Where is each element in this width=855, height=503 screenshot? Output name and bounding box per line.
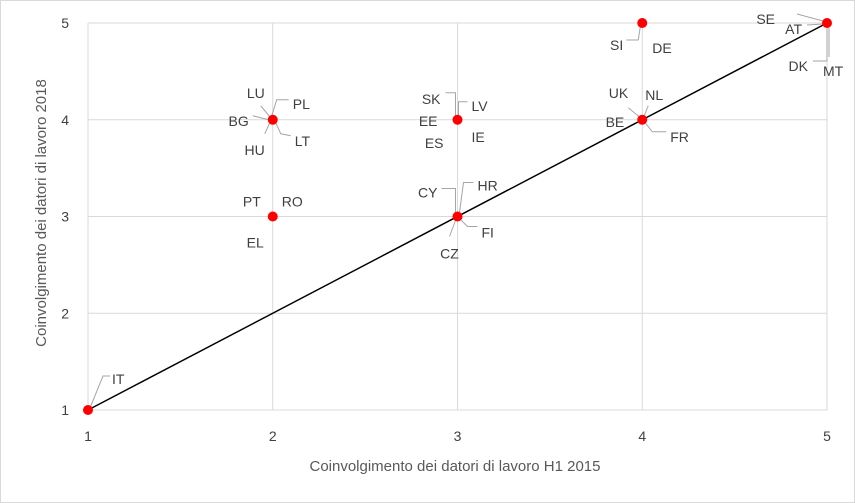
y-tick-label: 5: [61, 15, 69, 31]
leader-lines: [89, 13, 830, 409]
point-label-el: EL: [247, 235, 264, 251]
data-point: [452, 114, 463, 125]
point-label-bg: BG: [229, 113, 249, 129]
data-point: [267, 114, 278, 125]
leader-line-lu: [260, 105, 271, 118]
leader-line-lt: [275, 122, 291, 137]
point-label-hu: HU: [245, 142, 265, 158]
point-label-lu: LU: [247, 85, 265, 101]
point-label-lt: LT: [295, 133, 311, 149]
data-point: [83, 405, 93, 415]
leader-line-pl: [271, 99, 289, 116]
leader-line-hu: [264, 122, 271, 134]
x-tick-label: 1: [84, 428, 92, 444]
points-layer: [83, 18, 832, 415]
point-label-mt: MT: [823, 63, 844, 79]
point-label-cz: CZ: [440, 246, 459, 262]
data-point: [637, 114, 648, 125]
data-point: [452, 211, 463, 222]
leader-line-si: [626, 26, 641, 41]
data-point: [267, 211, 278, 222]
leader-line-lv: [458, 101, 468, 116]
x-tick-label: 3: [454, 428, 462, 444]
point-label-lv: LV: [472, 98, 489, 114]
leader-line-it: [89, 375, 110, 409]
data-point: [637, 18, 648, 28]
leader-line-hr: [459, 182, 474, 213]
y-tick-label: 4: [61, 112, 69, 128]
x-axis-title: Coinvolgimento dei datori di lavoro H1 2…: [309, 458, 600, 475]
leader-line-sk: [445, 92, 456, 116]
point-label-sk: SK: [422, 91, 441, 107]
x-tick-label: 4: [638, 428, 646, 444]
y-axis-title: Coinvolgimento dei datori di lavoro 2018: [33, 79, 50, 347]
y-tick-label: 3: [61, 209, 69, 225]
point-label-fr: FR: [670, 129, 689, 145]
leader-line-cy: [441, 188, 456, 213]
point-label-ie: IE: [472, 129, 485, 145]
point-label-de: DE: [652, 40, 671, 56]
data-point: [822, 18, 832, 28]
point-label-nl: NL: [645, 87, 663, 103]
point-label-ee: EE: [419, 113, 438, 129]
point-label-be: BE: [606, 114, 625, 130]
leader-line-at: [806, 23, 824, 26]
y-tick-label: 1: [61, 402, 69, 418]
leader-line-bg: [252, 115, 269, 121]
point-label-ro: RO: [282, 194, 303, 210]
point-label-dk: DK: [789, 58, 809, 74]
point-label-pt: PT: [243, 194, 261, 210]
leader-line-nl: [643, 105, 649, 116]
point-label-hr: HR: [478, 178, 498, 194]
leader-line-se: [796, 13, 824, 22]
point-label-at: AT: [785, 21, 802, 37]
point-label-pl: PL: [293, 96, 310, 112]
y-tick-label: 2: [61, 305, 69, 321]
leader-line-dk: [813, 27, 828, 62]
x-tick-label: 5: [823, 428, 831, 444]
point-label-si: SI: [610, 37, 623, 53]
leader-line-uk: [627, 107, 640, 118]
point-label-fi: FI: [482, 225, 494, 241]
tick-labels: 1 2 3 4 5 1 2 3 4 5: [61, 15, 831, 444]
point-label-it: IT: [112, 371, 125, 387]
leader-line-fr: [644, 122, 667, 133]
point-label-uk: UK: [609, 85, 629, 101]
point-label-es: ES: [425, 135, 444, 151]
point-label-se: SE: [756, 11, 775, 27]
leader-line-cz: [449, 220, 456, 237]
x-tick-label: 2: [269, 428, 277, 444]
point-labels-layer: IT PT RO EL LU PL BG HU LT CY HR FI CZ SK LV EE ES IE UK NL…: [112, 11, 844, 387]
point-label-cy: CY: [418, 185, 438, 201]
leader-line-fi: [460, 219, 478, 227]
